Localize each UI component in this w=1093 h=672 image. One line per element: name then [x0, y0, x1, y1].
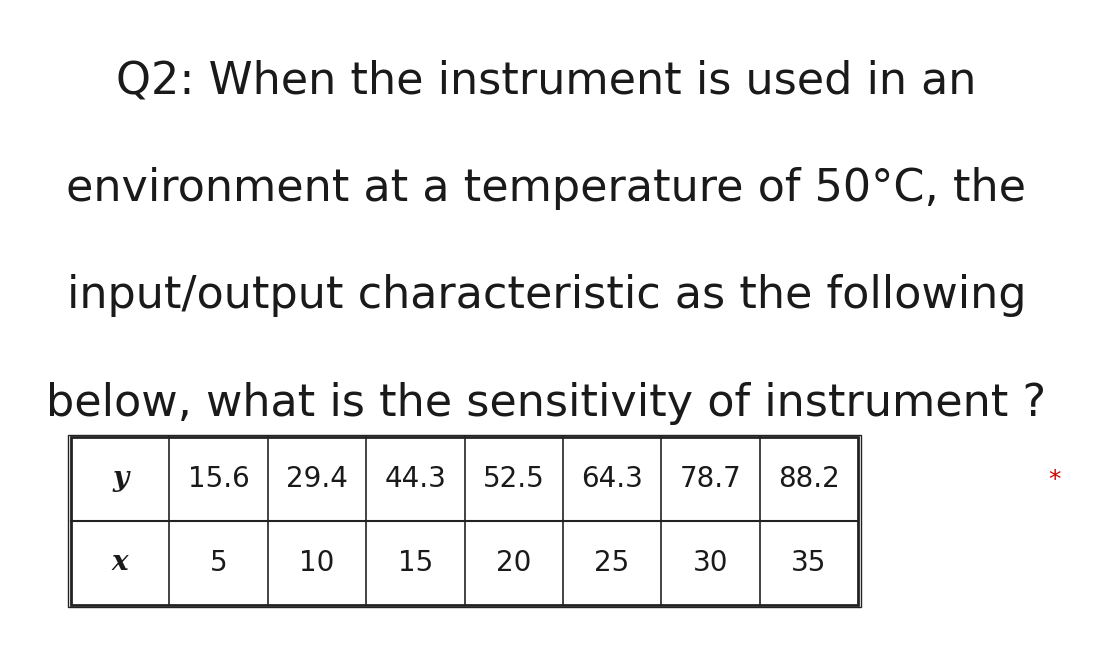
Text: environment at a temperature of 50°C, the: environment at a temperature of 50°C, th… [67, 167, 1026, 210]
Text: x: x [111, 549, 129, 577]
Text: 15.6: 15.6 [188, 465, 249, 493]
Text: Q2: When the instrument is used in an: Q2: When the instrument is used in an [116, 59, 977, 102]
Text: 78.7: 78.7 [680, 465, 741, 493]
Text: below, what is the sensitivity of instrument ?: below, what is the sensitivity of instru… [46, 382, 1047, 425]
Text: 64.3: 64.3 [581, 465, 643, 493]
Text: input/output characteristic as the following: input/output characteristic as the follo… [67, 274, 1026, 317]
Text: 5: 5 [210, 549, 227, 577]
Text: 25: 25 [595, 549, 630, 577]
Bar [71, 437, 858, 605]
Bar [68, 435, 861, 607]
Text: 44.3: 44.3 [385, 465, 446, 493]
Text: 88.2: 88.2 [778, 465, 839, 493]
Text: 35: 35 [791, 549, 826, 577]
Text: y: y [113, 465, 128, 493]
Text: 30: 30 [693, 549, 728, 577]
Text: *: * [1048, 468, 1060, 493]
Text: 29.4: 29.4 [286, 465, 348, 493]
Text: 20: 20 [496, 549, 531, 577]
Text: 10: 10 [299, 549, 334, 577]
Text: 52.5: 52.5 [483, 465, 544, 493]
Text: 15: 15 [398, 549, 433, 577]
